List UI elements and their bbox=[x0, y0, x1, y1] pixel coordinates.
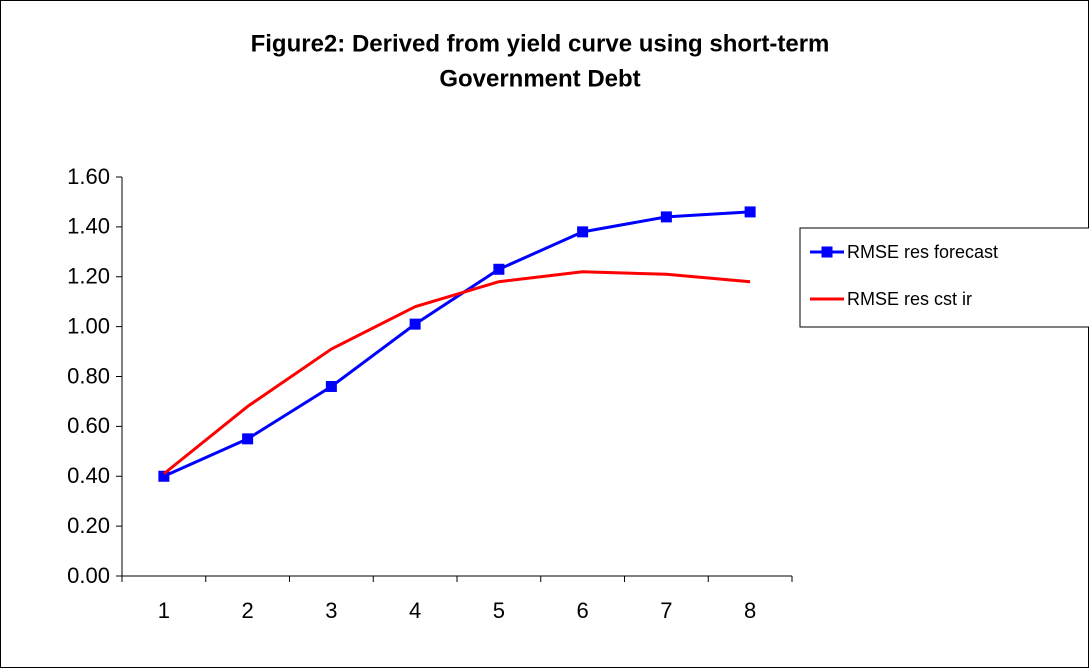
data-point bbox=[744, 206, 756, 218]
chart-title: Figure2: Derived from yield curve using … bbox=[251, 30, 830, 57]
legend-marker bbox=[821, 246, 833, 258]
data-point bbox=[158, 470, 170, 482]
data-point bbox=[325, 380, 337, 392]
legend-box bbox=[799, 227, 1089, 328]
y-tick-label: 1.60 bbox=[67, 164, 110, 189]
x-tick-label: 4 bbox=[409, 598, 421, 623]
legend-label: RMSE res cst ir bbox=[847, 289, 972, 309]
x-tick-label: 5 bbox=[493, 598, 505, 623]
y-tick-label: 0.80 bbox=[67, 363, 110, 388]
series-line bbox=[162, 270, 751, 475]
y-tick-label: 1.00 bbox=[67, 313, 110, 338]
x-tick-label: 3 bbox=[325, 598, 337, 623]
x-tick-label: 6 bbox=[577, 598, 589, 623]
y-tick-label: 1.20 bbox=[67, 264, 110, 289]
data-point bbox=[242, 433, 254, 445]
legend-label: RMSE res forecast bbox=[847, 242, 998, 262]
y-tick-label: 0.60 bbox=[67, 413, 110, 438]
data-point bbox=[493, 263, 505, 275]
x-tick-label: 2 bbox=[242, 598, 254, 623]
data-point bbox=[577, 226, 589, 238]
series-line bbox=[163, 210, 751, 478]
y-tick-label: 0.40 bbox=[67, 463, 110, 488]
chart-title: Government Debt bbox=[439, 65, 640, 92]
y-tick-label: 0.00 bbox=[67, 563, 110, 588]
data-point bbox=[409, 318, 421, 330]
x-tick-label: 1 bbox=[158, 598, 170, 623]
y-tick-label: 0.20 bbox=[67, 513, 110, 538]
y-tick-label: 1.40 bbox=[67, 214, 110, 239]
x-tick-label: 8 bbox=[744, 598, 756, 623]
data-point bbox=[660, 211, 672, 223]
x-tick-label: 7 bbox=[660, 598, 672, 623]
